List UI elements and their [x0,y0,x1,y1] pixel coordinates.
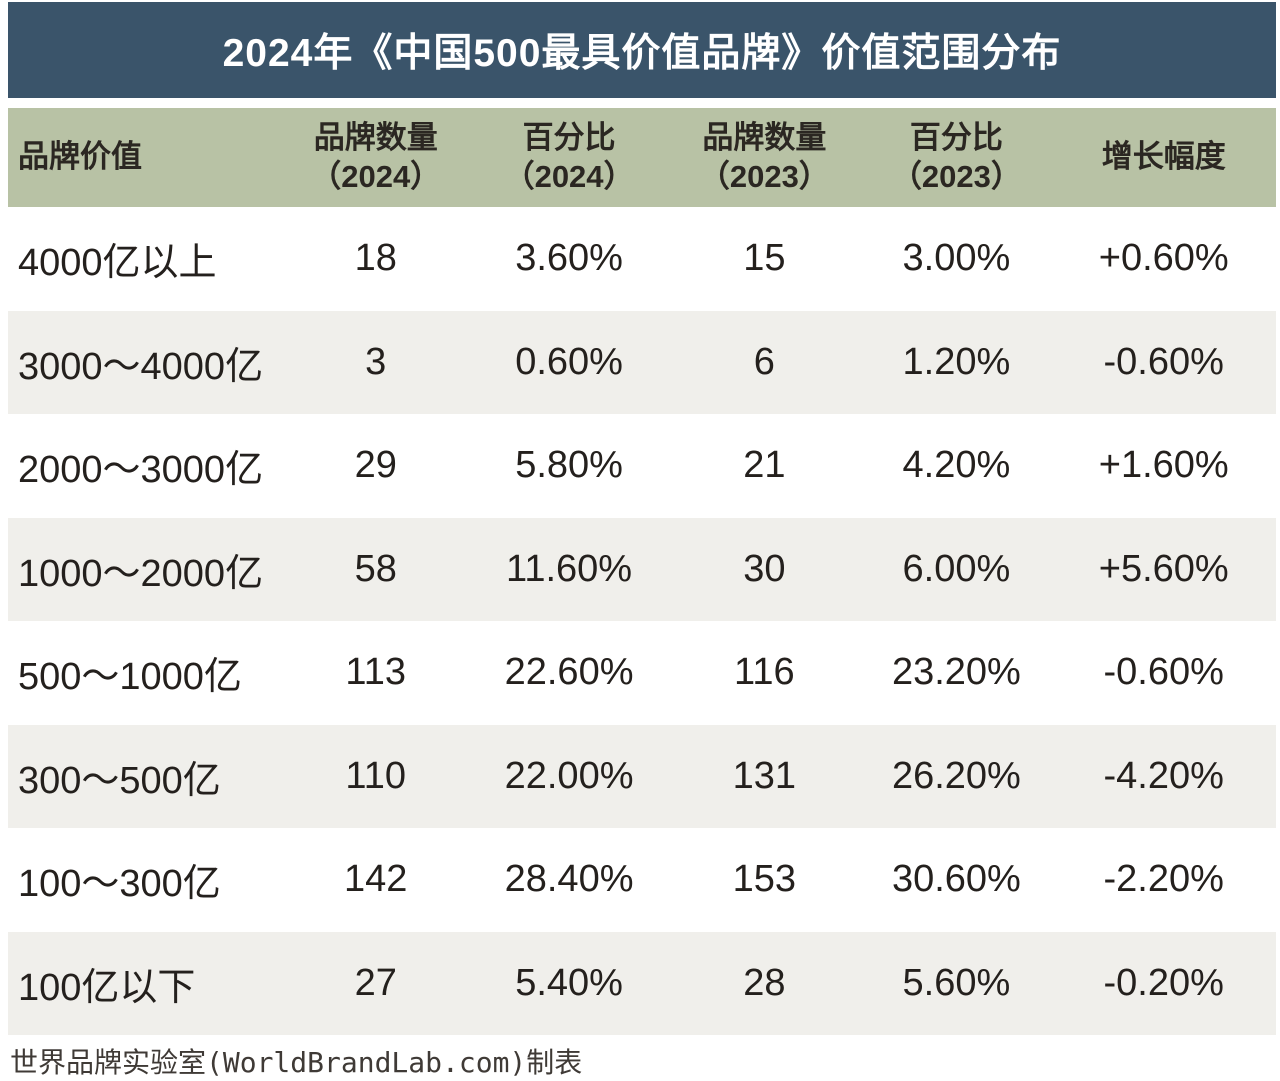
value-cell: 131 [732,754,797,797]
value-cell: 27 [354,961,397,1004]
value-cell: -4.20% [1103,754,1224,797]
title-bar: 2024年《中国500最具价值品牌》价值范围分布 [8,2,1276,98]
value-cell: 22.60% [504,651,634,694]
row-label-cell: 300～500亿 [18,759,221,802]
value-cell: 22.00% [504,754,634,797]
column-header-count-2024: 品牌数量 （2024） [310,119,442,194]
value-cell: 58 [354,547,397,590]
value-cell: 5.60% [902,961,1011,1004]
row-label-cell: 3000～4000亿 [18,345,264,388]
value-cell: 18 [354,237,397,280]
value-cell: 142 [344,858,408,901]
row-label-cell: 1000～2000亿 [18,552,264,595]
value-cell: 3.60% [515,237,623,280]
value-cell: +1.60% [1098,444,1229,487]
value-cell: 28 [743,961,786,1004]
value-cell: 5.80% [515,444,623,487]
value-cell: 30.60% [891,858,1021,901]
column-header-count-2023: 品牌数量 （2023） [698,119,830,194]
table-row: 300～500亿 110 22.00% 131 26.20% -4.20% [8,724,1276,828]
value-cell: 26.20% [891,754,1021,797]
table-row: 1000～2000亿 58 11.60% 30 6.00% +5.60% [8,517,1276,621]
table-row: 4000亿以上 18 3.60% 15 3.00% +0.60% [8,207,1276,311]
value-cell: 110 [345,754,406,797]
value-cell: 11.60% [506,547,633,590]
row-label-cell: 2000～3000亿 [18,449,264,492]
value-cell: -0.60% [1103,340,1224,383]
value-cell: 3 [365,340,387,383]
value-cell: -0.60% [1103,651,1224,694]
value-cell: +5.60% [1098,547,1229,590]
value-cell: 116 [734,651,795,694]
table-row: 100亿以下 27 5.40% 28 5.60% -0.20% [8,931,1276,1035]
row-label-cell: 500～1000亿 [18,656,242,699]
row-label-cell: 4000亿以上 [18,242,217,285]
value-cell: 3.00% [902,237,1011,280]
value-cell: 15 [743,237,786,280]
value-cell: -2.20% [1103,858,1224,901]
column-header-percent-2023: 百分比 （2023） [890,119,1022,194]
value-cell: +0.60% [1098,237,1229,280]
column-header-percent-2024: 百分比 （2024） [503,119,635,194]
value-cell: 0.60% [515,340,623,383]
value-cell: 23.20% [891,651,1021,694]
value-cell: 6 [753,340,775,383]
value-cell: 113 [345,651,406,694]
column-header-brand-value: 品牌价值 [18,139,142,175]
value-cell: 29 [354,444,397,487]
value-cell: 21 [743,444,786,487]
table-row: 100～300亿 142 28.40% 153 30.60% -2.20% [8,828,1276,932]
value-cell: 5.40% [515,961,623,1004]
value-cell: 4.20% [902,444,1011,487]
value-cell: 28.40% [504,858,634,901]
table-row: 3000～4000亿 3 0.60% 6 1.20% -0.60% [8,310,1276,414]
table-row: 500～1000亿 113 22.60% 116 23.20% -0.60% [8,621,1276,725]
value-cell: 6.00% [902,547,1011,590]
value-cell: 153 [732,858,797,901]
column-header-growth: 增长幅度 [1101,139,1226,175]
source-attribution: 世界品牌实验室(WorldBrandLab.com)制表 [10,1046,583,1079]
value-cell: 1.20% [902,340,1011,383]
page-title: 2024年《中国500最具价值品牌》价值范围分布 [222,32,1062,75]
table-row: 2000～3000亿 29 5.80% 21 4.20% +1.60% [8,414,1276,518]
value-cell: -0.20% [1103,961,1224,1004]
row-label-cell: 100～300亿 [18,863,221,906]
table-header-row: 品牌价值 品牌数量 （2024） 百分比 （2024） 品牌数量 （2023） … [8,108,1276,207]
value-cell: 30 [743,547,786,590]
row-label-cell: 100亿以下 [18,966,196,1009]
